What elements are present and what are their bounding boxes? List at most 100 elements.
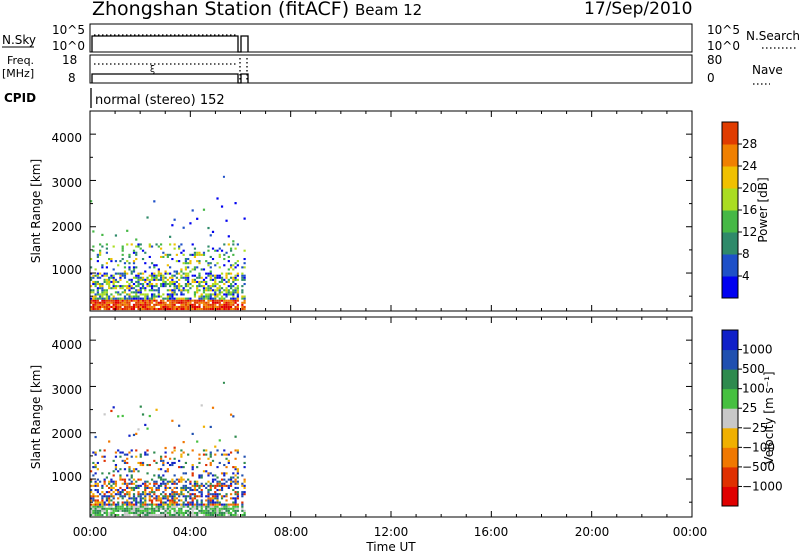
heatmap-cell [99,272,102,275]
heatmap-cell [92,503,95,506]
colorbar-tick-label: 100 [742,382,765,396]
heatmap-cell [110,499,113,502]
heatmap-cell [132,287,136,290]
heatmap-cell [220,511,224,514]
heatmap-cell [159,478,163,481]
heatmap-cell [157,495,160,498]
heatmap-cell [175,299,178,302]
heatmap-cell [99,307,102,311]
heatmap-cell [196,305,199,308]
heatmap-cell [171,278,174,281]
heatmap-cell [114,299,118,302]
heatmap-cell [103,291,106,294]
heatmap-cell [103,493,106,496]
heatmap-cell [169,276,172,279]
heatmap-cell [101,293,104,296]
heatmap-cell [214,509,217,512]
heatmap-cell [137,245,140,248]
heatmap-cell [220,276,224,279]
heatmap-cell [236,285,239,288]
heatmap-cell [112,507,115,510]
heatmap-cell [130,278,133,281]
heatmap-cell [193,293,197,296]
heatmap-cell [141,513,145,517]
heatmap-cell [155,499,158,502]
heatmap-cell [205,511,208,514]
nave-right-tick-top: 80 [707,53,722,67]
heatmap-cell [99,305,102,308]
heatmap-cell [114,451,118,454]
heatmap-cell [137,486,140,489]
heatmap-cell [162,255,165,258]
heatmap-cell [128,493,131,496]
heatmap-cell [123,468,127,471]
heatmap-cell [173,501,176,504]
heatmap-cell [229,282,233,286]
heatmap-cell [162,495,165,498]
heatmap-cell [105,507,109,510]
heatmap-cell [169,303,172,306]
heatmap-cell [141,301,145,304]
heatmap-cell [173,480,176,483]
heatmap-cell [132,507,136,510]
heatmap-cell [135,432,138,435]
heatmap-cell [232,480,235,483]
heatmap-cell [137,484,140,487]
heatmap-cell [94,463,97,467]
heatmap-cell [141,501,145,504]
heatmap-cell [191,511,194,514]
heatmap-cell [101,513,104,517]
heatmap-cell [99,282,102,286]
heatmap-cell [166,253,169,256]
heatmap-cell [182,484,185,487]
heatmap-cell [101,245,104,248]
heatmap-cell [182,297,185,300]
svg-text:ξ: ξ [150,65,155,75]
heatmap-cell [112,486,115,489]
heatmap-cell [139,278,142,281]
heatmap-cell [193,278,197,281]
heatmap-cell [173,243,176,246]
heatmap-cell [225,274,228,277]
heatmap-cell [187,486,190,489]
heatmap-cell [141,297,145,300]
heatmap-cell [135,480,138,483]
heatmap-cell [101,503,104,506]
heatmap-cell [184,299,188,302]
heatmap-cell [180,285,183,288]
heatmap-cell [182,493,185,496]
heatmap-cell [191,432,194,436]
heatmap-cell [193,268,197,271]
heatmap-cell [211,493,215,496]
heatmap-cell [198,289,201,292]
heatmap-cell [191,466,194,469]
heatmap-cell [214,274,217,277]
heatmap-cell [128,289,131,292]
heatmap-cell [150,486,154,489]
heatmap-cell [144,278,147,281]
heatmap-cell [153,511,156,514]
heatmap-cell [108,285,111,288]
heatmap-cell [229,413,233,416]
colorbar-segment [722,188,738,211]
heatmap-cell [178,424,181,427]
heatmap-cell [191,209,194,212]
heatmap-cell [200,503,203,506]
heatmap-cell [184,503,188,506]
heatmap-cell [108,505,111,508]
heatmap-cell [110,507,113,510]
heatmap-cell [241,495,244,498]
heatmap-cell [232,243,235,246]
heatmap-cell [99,253,102,256]
heatmap-cell [220,303,224,306]
heatmap-cell [164,493,167,496]
heatmap-cell [139,505,142,508]
heatmap-cell [119,278,122,281]
heatmap-cell [162,280,165,283]
heatmap-cell [205,486,208,489]
heatmap-cell [241,501,244,504]
heatmap-cell [202,484,206,487]
heatmap-cell [126,297,129,300]
heatmap-cell [119,486,122,489]
heatmap-cell [187,280,190,283]
